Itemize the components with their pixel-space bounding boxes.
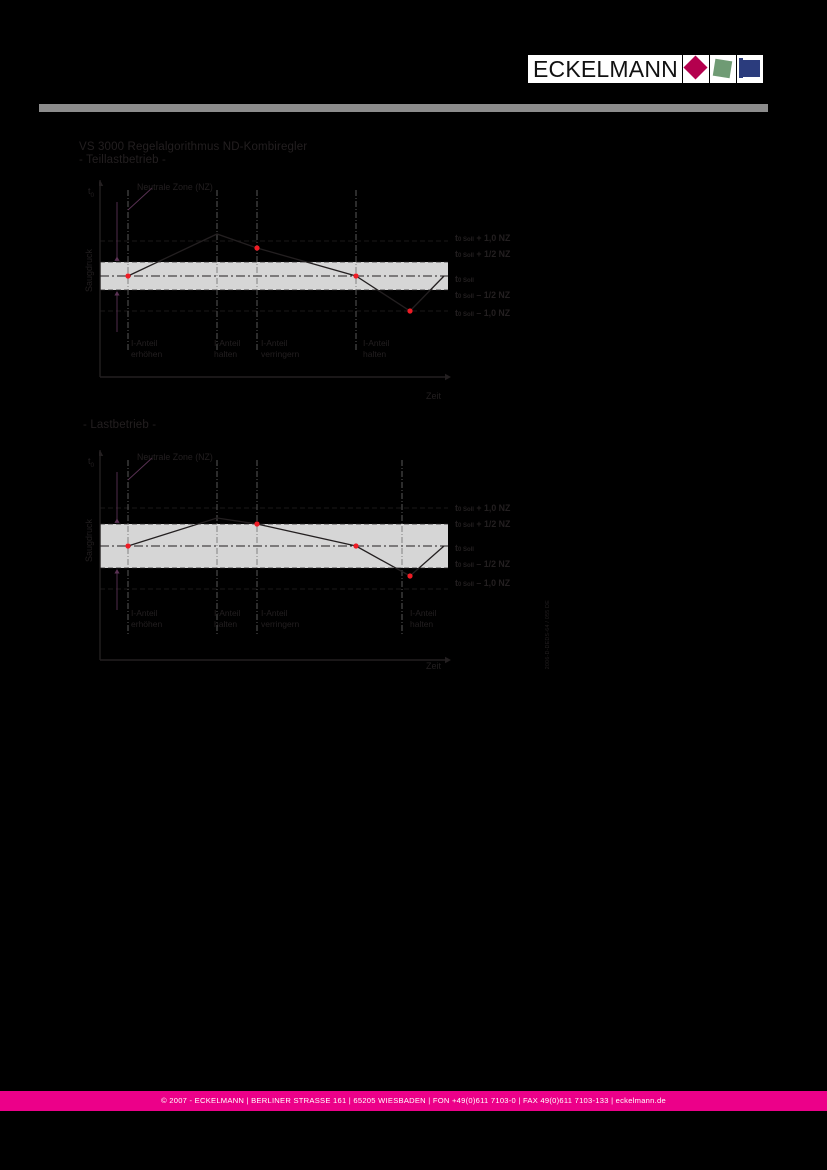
- y-axis-arrow: [99, 450, 104, 456]
- eckelmann-logo: ECKELMANN: [528, 55, 768, 83]
- data-point: [125, 273, 131, 279]
- diamond-red-icon: [683, 55, 708, 80]
- header-rule: [39, 104, 768, 112]
- chart1-ytick-soll: t0 Soll: [455, 274, 474, 284]
- chart2-y-axis-label: Saugdruck: [84, 518, 94, 562]
- chart1-ytick-plus-1: t0 Soll + 1,0 NZ: [455, 233, 511, 243]
- chart-lastbetrieb: [99, 450, 459, 675]
- chart2-phase-1: I-Anteil erhöhen: [131, 608, 163, 629]
- logo-cell-red: [682, 55, 709, 83]
- chart1-ytick-plus-half: t0 Soll + 1/2 NZ: [455, 249, 511, 259]
- section-title-lastbetrieb: - Lastbetrieb -: [83, 419, 157, 431]
- chart1-y-symbol: t0: [88, 186, 95, 199]
- data-point: [125, 543, 131, 549]
- square-green-icon: [712, 58, 733, 79]
- x-axis-arrow: [445, 656, 451, 664]
- data-point: [407, 308, 413, 314]
- nz-leader-line: [127, 457, 153, 481]
- data-point: [353, 273, 359, 279]
- footer-text: © 2007 - ECKELMANN | BERLINER STRASSE 16…: [161, 1096, 666, 1105]
- chart2-nz-annotation: Neutrale Zone (NZ): [137, 452, 213, 462]
- chart1-phase-3: I-Anteil verringern: [261, 338, 300, 359]
- chart-lastbetrieb-svg: [99, 450, 451, 664]
- logo-cell-green: [709, 55, 736, 83]
- nz-arrow-lower-head: [114, 291, 120, 296]
- data-point: [254, 245, 260, 251]
- logo-marks: [682, 55, 768, 83]
- chart1-y-axis-label: Saugdruck: [84, 248, 94, 292]
- chart2-ytick-minus-half: t0 Soll – 1/2 NZ: [455, 559, 511, 569]
- x-axis-arrow: [445, 373, 451, 381]
- nz-arrow-upper-head: [114, 256, 120, 261]
- chart1-ytick-minus-1: t0 Soll – 1,0 NZ: [455, 308, 511, 318]
- logo-wordmark: ECKELMANN: [528, 55, 682, 83]
- chart2-y-symbol: t0: [88, 456, 95, 469]
- y-axis-arrow: [99, 180, 104, 186]
- data-point: [407, 573, 413, 579]
- corner-blue-icon: [738, 58, 760, 78]
- chart2-x-axis-label: Zeit: [426, 661, 442, 671]
- data-point: [353, 543, 359, 549]
- chart2-phase-2: I-Anteil halten: [214, 608, 241, 629]
- page-subtitle: - Teillastbetrieb -: [79, 154, 167, 166]
- footer-bar: [0, 1091, 827, 1111]
- logo-cell-blue: [736, 55, 763, 83]
- chart2-ytick-minus-1: t0 Soll – 1,0 NZ: [455, 578, 511, 588]
- chart-teillastbetrieb: [99, 180, 459, 390]
- chart2-phase-4: I-Anteil halten: [410, 608, 437, 629]
- chart-teillastbetrieb-svg: [99, 180, 451, 381]
- page-title: VS 3000 Regelalgorithmus ND-Kombiregler: [79, 141, 308, 153]
- chart1-x-axis-label: Zeit: [426, 391, 442, 401]
- chart1-phase-4: I-Anteil halten: [363, 338, 390, 359]
- series-line: [127, 233, 445, 312]
- chart1-phase-2: I-Anteil halten: [214, 338, 241, 359]
- nz-leader-line: [127, 187, 153, 211]
- chart2-ytick-plus-1: t0 Soll + 1,0 NZ: [455, 503, 511, 513]
- series-line: [127, 517, 445, 577]
- chart1-nz-annotation: Neutrale Zone (NZ): [137, 182, 213, 192]
- nz-arrow-upper-head: [114, 518, 120, 523]
- chart1-ytick-minus-half: t0 Soll – 1/2 NZ: [455, 290, 511, 300]
- data-point: [254, 521, 260, 527]
- chart2-ytick-plus-half: t0 Soll + 1/2 NZ: [455, 519, 511, 529]
- document-side-code: 2006-D-DEDS-64 / 055 DE: [545, 600, 551, 670]
- chart2-phase-3: I-Anteil verringern: [261, 608, 300, 629]
- nz-arrow-lower-head: [114, 569, 120, 574]
- chart2-ytick-soll: t0 Soll: [455, 543, 474, 553]
- chart1-phase-1: I-Anteil erhöhen: [131, 338, 163, 359]
